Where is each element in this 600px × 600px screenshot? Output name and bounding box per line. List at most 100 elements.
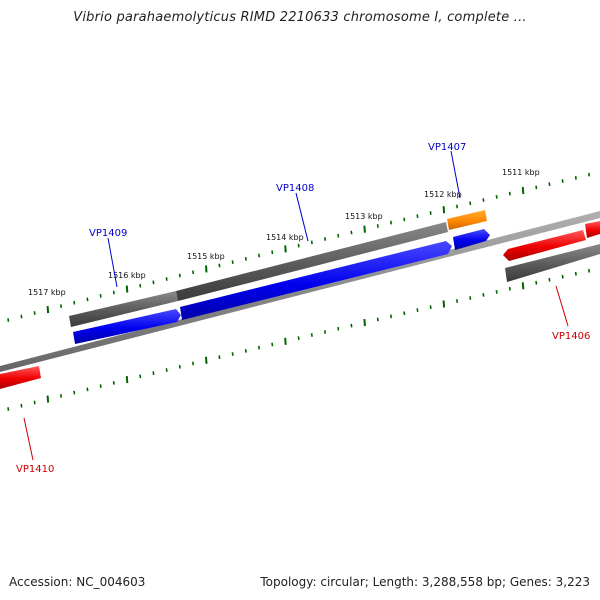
minor-tick [403,217,406,222]
minor-tick [429,305,432,310]
minor-tick [244,256,247,261]
minor-tick [350,230,353,235]
major-tick [125,285,129,293]
minor-tick [99,384,102,389]
minor-tick [112,290,115,295]
gene-vp1410[interactable] [0,366,41,389]
gene-vp1408[interactable] [180,241,452,320]
tick-label-1511: 1511 kbp [502,168,540,177]
minor-tick [73,300,76,305]
tick-ring-outer [7,172,591,322]
genome-summary-text: Topology: circular; Length: 3,288,558 bp… [260,575,590,589]
minor-tick [86,387,89,392]
minor-tick [469,296,472,300]
minor-tick [60,393,63,398]
minor-tick [310,240,313,245]
tick-label-1513: 1513 kbp [345,212,383,221]
major-tick [284,245,287,253]
minor-tick [561,179,564,183]
minor-tick [324,330,327,334]
minor-tick [20,403,23,408]
gene-vp1409[interactable] [73,309,181,344]
accession-text: Accession: NC_004603 [9,575,146,589]
minor-tick [86,297,89,302]
tick-label-1514: 1514 kbp [266,233,304,242]
minor-tick [139,374,142,379]
major-tick [284,337,287,345]
minor-tick [588,268,591,273]
minor-tick [482,292,485,297]
minor-tick [297,243,300,248]
gene-vp1406[interactable] [503,230,586,261]
minor-tick [574,175,577,180]
major-tick [46,395,50,403]
minor-tick [469,201,472,206]
tick-labels: 1511 kbp 1512 kbp 1513 kbp 1514 kbp 1515… [28,168,540,297]
minor-tick [390,220,393,225]
minor-tick [152,371,155,376]
minor-tick [231,352,234,356]
tick-label-1512: 1512 kbp [424,190,462,199]
gene-labels: VP1407 VP1408 VP1409 VP1406 VP1410 [16,142,590,475]
gene-label-vp1408[interactable]: VP1408 [276,183,314,194]
gene-label-vp1410[interactable]: VP1410 [16,464,54,475]
minor-tick [376,317,379,322]
major-tick [363,319,366,327]
minor-tick [429,211,432,215]
minor-tick [456,299,459,303]
major-tick [521,186,525,195]
minor-tick [403,311,406,316]
minor-tick [231,260,234,265]
gene-label-vp1407[interactable]: VP1407 [428,142,466,153]
minor-tick [152,280,155,285]
gene-label-vp1406[interactable]: VP1406 [552,331,590,342]
minor-tick [7,318,10,322]
reverse-genes [0,221,600,389]
gene-track-upper [69,222,600,327]
minor-tick [73,390,76,395]
minor-tick [218,355,221,360]
gene-reverse-partial[interactable] [585,221,600,238]
minor-tick [271,342,274,347]
tick-label-1517: 1517 kbp [28,288,66,297]
minor-tick [258,345,261,350]
major-tick [521,282,525,290]
minor-tick [178,364,181,369]
minor-tick [350,323,353,328]
minor-tick [60,304,63,309]
gene-label-vp1409[interactable]: VP1409 [89,228,127,239]
minor-tick [139,283,142,288]
minor-tick [244,348,247,353]
minor-tick [390,314,393,319]
callout-vp1409 [107,237,118,288]
major-tick [205,356,208,364]
minor-tick [297,336,300,341]
callout-vp1406 [555,285,569,327]
minor-tick [112,380,115,385]
major-tick [363,225,366,233]
minor-tick [495,289,498,294]
minor-tick [192,361,195,366]
minor-tick [324,237,327,241]
minor-tick [588,172,591,177]
rna-features [447,210,487,230]
gene-vp1407[interactable] [453,229,490,250]
minor-tick [271,250,274,255]
major-tick [442,206,446,214]
callout-vp1410 [23,417,34,461]
minor-tick [33,311,36,315]
minor-tick [310,333,313,337]
callout-vp1408 [295,192,309,242]
tick-label-1516: 1516 kbp [108,271,146,280]
minor-tick [192,270,195,275]
map-title: Vibrio parahaemolyticus RIMD 2210633 chr… [73,10,527,25]
minor-tick [495,194,498,199]
minor-tick [574,271,577,276]
minor-tick [165,368,168,372]
minor-tick [482,198,485,202]
minor-tick [337,326,340,331]
minor-tick [508,191,511,196]
minor-tick [548,277,551,282]
rna-feature[interactable] [447,210,487,230]
